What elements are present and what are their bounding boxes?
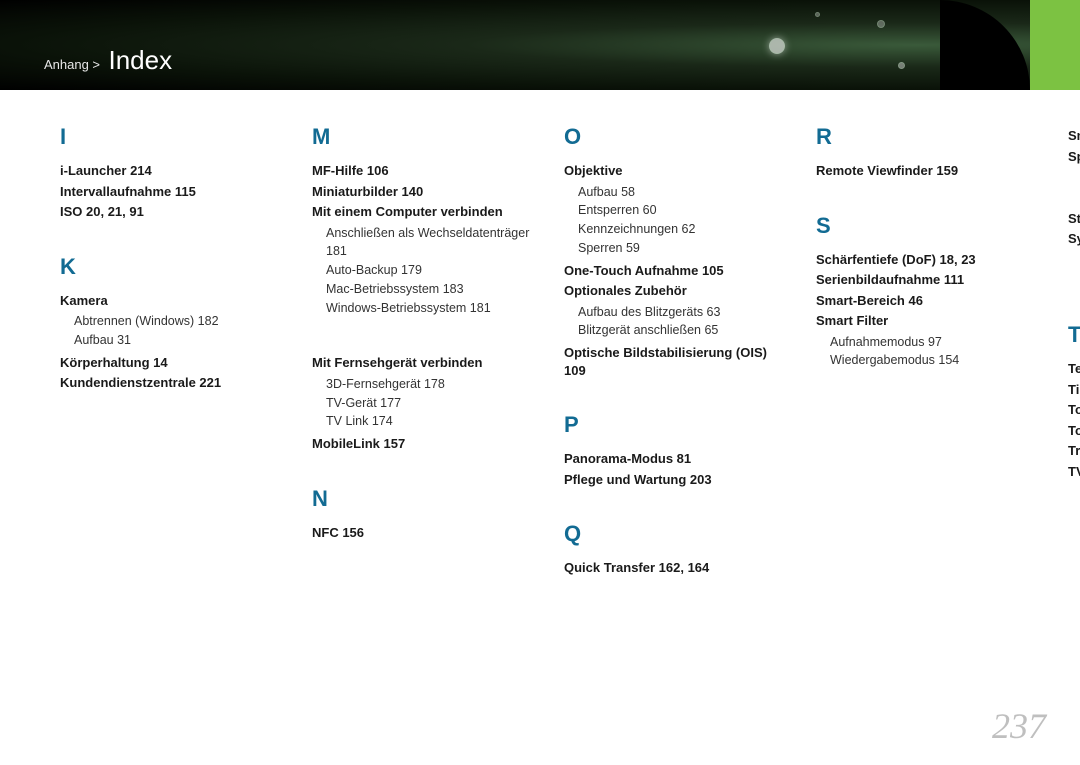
index-letter: R xyxy=(816,124,1036,150)
index-entry[interactable]: Objektive xyxy=(564,162,784,180)
index-entry[interactable]: Intervallaufnahme 115 xyxy=(60,183,280,201)
index-sublist: Aufnahmemodus 50Wiedergabemodus 54 xyxy=(1068,251,1080,289)
index-subentry[interactable]: Windows-Betriebssystem 181 xyxy=(326,299,532,318)
index-entry[interactable]: Kundendienstzentrale 221 xyxy=(60,374,280,392)
index-entry[interactable]: Speicherkarte xyxy=(1068,148,1080,166)
index-section: K Kamera Abtrennen (Windows) 182Aufbau 31 K… xyxy=(60,254,280,395)
index-sublist: Aufbau des Blitzgeräts 63Blitzgerät ansc… xyxy=(564,303,784,341)
decor-circle xyxy=(815,12,820,17)
index-sublist: Einsetzen 37Vorsicht 206 xyxy=(1068,168,1080,206)
index-sublist: Aufnahmemodus 97Wiedergabemodus 154 xyxy=(816,333,1036,371)
index-subentry[interactable]: Entsperren 60 xyxy=(578,201,784,220)
index-content: Ii-Launcher 214 Intervallaufnahme 115 ISO … xyxy=(0,90,1080,650)
index-subentry[interactable]: Aufbau des Blitzgeräts 63 xyxy=(578,303,784,322)
index-subentry[interactable]: Aufbau 31 xyxy=(74,331,280,350)
index-entry[interactable]: Smart Filter xyxy=(816,312,1036,330)
index-entry[interactable]: Symbole xyxy=(1068,230,1080,248)
index-entry[interactable]: Smart Range+ 137 xyxy=(1068,127,1080,145)
index-letter: N xyxy=(312,486,532,512)
index-entry[interactable]: MF-Hilfe 106 xyxy=(312,162,532,180)
header-curve xyxy=(940,0,1030,90)
index-letter: I xyxy=(60,124,280,150)
index-section: T Technische Daten der Kamera 224 Timer 11… xyxy=(1068,322,1080,483)
index-subentry[interactable]: Sperren 59 xyxy=(578,239,784,258)
header-corner xyxy=(1030,0,1080,90)
decor-circle xyxy=(877,20,885,28)
index-subentry[interactable]: Kennzeichnungen 62 xyxy=(578,220,784,239)
index-subentry[interactable]: Aufbau 58 xyxy=(578,183,784,202)
index-section: Smart Range+ 137 Speicherkarte Einsetzen 3… xyxy=(1068,124,1080,292)
index-letter: P xyxy=(564,412,784,438)
index-section: O Objektive Aufbau 58Entsperren 60Kennzeic… xyxy=(564,124,784,382)
page-title: Index xyxy=(108,45,172,75)
index-entry[interactable]: Schärfentiefe (DoF) 18, 23 xyxy=(816,251,1036,269)
index-section: M MF-Hilfe 106 Miniaturbilder 140 Mit einem… xyxy=(312,124,532,321)
index-entry[interactable]: i-Launcher 214 xyxy=(60,162,280,180)
index-entry[interactable]: TV Link 174 xyxy=(1068,463,1080,481)
page-number: 237 xyxy=(992,705,1046,747)
index-entry[interactable]: Panorama-Modus 81 xyxy=(564,450,784,468)
index-subentry[interactable]: Abtrennen (Windows) 182 xyxy=(74,312,280,331)
index-entry[interactable]: ISO 20, 21, 91 xyxy=(60,203,280,221)
index-entry[interactable]: Technische Daten der Kamera 224 xyxy=(1068,360,1080,378)
index-sublist: Anschließen als Wechseldatenträger 181Au… xyxy=(312,224,532,318)
index-letter: Q xyxy=(564,521,784,547)
decor-circle xyxy=(769,38,785,54)
index-subentry[interactable]: Blitzgerät anschließen 65 xyxy=(578,321,784,340)
decor-circle xyxy=(898,62,905,69)
index-subentry[interactable]: TV Link 174 xyxy=(326,412,532,431)
index-letter: O xyxy=(564,124,784,150)
index-section: P Panorama-Modus 81 Pflege und Wartung 203 xyxy=(564,412,784,491)
page-header: Anhang > Index xyxy=(0,0,1080,90)
index-section: Ii-Launcher 214 Intervallaufnahme 115 ISO … xyxy=(60,124,280,224)
index-entry[interactable]: NFC 156 xyxy=(312,524,532,542)
index-entry[interactable]: Kamera xyxy=(60,292,280,310)
index-entry[interactable]: Serienbildaufnahme 111 xyxy=(816,271,1036,289)
index-entry[interactable]: Miniaturbilder 140 xyxy=(312,183,532,201)
index-entry[interactable]: Touchscreen 44 xyxy=(1068,422,1080,440)
index-letter: S xyxy=(816,213,1036,239)
index-section: S Schärfentiefe (DoF) 18, 23 Serienbildauf… xyxy=(816,213,1036,375)
index-sublist: 3D-Fernsehgerät 178TV-Gerät 177TV Link 1… xyxy=(312,375,532,431)
index-entry[interactable]: Quick Transfer 162, 164 xyxy=(564,559,784,577)
index-entry[interactable]: Mit Fernsehgerät verbinden xyxy=(312,354,532,372)
index-sublist: Abtrennen (Windows) 182Aufbau 31 xyxy=(60,312,280,350)
index-entry[interactable]: Touch-AF 104 xyxy=(1068,401,1080,419)
index-subentry[interactable]: Wiedergabemodus 154 xyxy=(830,351,1036,370)
index-entry[interactable]: Mit einem Computer verbinden xyxy=(312,203,532,221)
breadcrumb: Anhang > xyxy=(44,57,100,72)
index-section: N NFC 156 xyxy=(312,486,532,545)
index-subentry[interactable]: Aufnahmemodus 97 xyxy=(830,333,1036,352)
index-entry[interactable]: Statusanzeige 56 xyxy=(1068,210,1080,228)
index-entry[interactable]: Optische Bildstabilisierung (OIS) 109 xyxy=(564,344,784,379)
index-letter: M xyxy=(312,124,532,150)
index-letter: K xyxy=(60,254,280,280)
index-entry[interactable]: Remote Viewfinder 159 xyxy=(816,162,1036,180)
index-entry[interactable]: Timer 112 xyxy=(1068,381,1080,399)
index-entry[interactable]: MobileLink 157 xyxy=(312,435,532,453)
index-entry[interactable]: Tracking-AF 104 xyxy=(1068,442,1080,460)
index-subentry[interactable]: Auto-Backup 179 xyxy=(326,261,532,280)
index-section: R Remote Viewfinder 159 xyxy=(816,124,1036,183)
index-entry[interactable]: Pflege und Wartung 203 xyxy=(564,471,784,489)
index-subentry[interactable]: Mac-Betriebssystem 183 xyxy=(326,280,532,299)
index-subentry[interactable]: 3D-Fernsehgerät 178 xyxy=(326,375,532,394)
index-sublist: Aufbau 58Entsperren 60Kennzeichnungen 62… xyxy=(564,183,784,258)
index-section: Mit Fernsehgerät verbinden 3D-Fernsehgerä… xyxy=(312,351,532,455)
index-subentry[interactable]: Anschließen als Wechseldatenträger 181 xyxy=(326,224,532,262)
index-letter: T xyxy=(1068,322,1080,348)
index-subentry[interactable]: TV-Gerät 177 xyxy=(326,394,532,413)
index-section: Q Quick Transfer 162, 164 xyxy=(564,521,784,580)
index-entry[interactable]: Optionales Zubehör xyxy=(564,282,784,300)
index-entry[interactable]: Körperhaltung 14 xyxy=(60,354,280,372)
index-entry[interactable]: One-Touch Aufnahme 105 xyxy=(564,262,784,280)
index-entry[interactable]: Smart-Bereich 46 xyxy=(816,292,1036,310)
